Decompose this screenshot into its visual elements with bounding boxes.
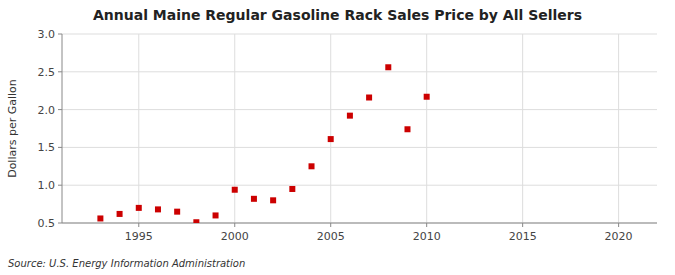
point (213, 212, 219, 218)
x-grid-line (234, 34, 235, 223)
x-tick (522, 223, 523, 227)
x-tick (138, 223, 139, 227)
y-tick (58, 34, 62, 35)
chart-svg: Annual Maine Regular Gasoline Rack Sales… (0, 0, 675, 275)
x-grid-line (138, 34, 139, 223)
x-tick-label: 2000 (221, 230, 249, 243)
axes: 0.5 1.0 1.5 2.0 2.5 3.0 1995 2000 2005 2010 2015 20… (38, 28, 658, 243)
y-tick (58, 223, 62, 224)
y-tick (58, 71, 62, 72)
point (404, 126, 410, 132)
point (174, 209, 180, 215)
y-tick-label: 1.5 (38, 141, 56, 154)
y-tick-label: 0.5 (38, 217, 56, 230)
y-tick-label: 2.0 (38, 104, 56, 117)
y-axis-label: Dollars per Gallon (6, 79, 19, 178)
grid (62, 34, 657, 223)
x-grid-line (618, 34, 619, 223)
y-tick (58, 185, 62, 186)
x-grid-line (330, 34, 331, 223)
y-axis-line (62, 34, 63, 223)
point (366, 95, 372, 101)
point (155, 206, 161, 212)
x-grid-line (522, 34, 523, 223)
y-grid-line (62, 223, 657, 224)
y-grid-line (62, 185, 657, 186)
x-tick-label: 2015 (509, 230, 537, 243)
x-tick-label: 2020 (605, 230, 633, 243)
point (385, 64, 391, 70)
y-tick (58, 147, 62, 148)
annotation: Source: U.S. Energy Information Administ… (8, 258, 245, 269)
y-tick-label: 3.0 (38, 28, 56, 41)
y-tick (58, 109, 62, 110)
y-grid-line (62, 109, 657, 110)
point (328, 136, 334, 142)
point (97, 215, 103, 221)
x-tick (234, 223, 235, 227)
x-axis-line (62, 223, 657, 224)
point (309, 163, 315, 169)
y-grid-line (62, 147, 657, 148)
x-tick-label: 2005 (317, 230, 345, 243)
y-tick-label: 1.0 (38, 179, 56, 192)
point (289, 186, 295, 192)
point (232, 187, 238, 193)
x-tick (426, 223, 427, 227)
y-grid-line (62, 71, 657, 72)
data-points (97, 64, 429, 223)
point (136, 205, 142, 211)
point (251, 196, 257, 202)
point (347, 113, 353, 119)
x-tick (618, 223, 619, 227)
x-tick-label: 1995 (125, 230, 153, 243)
x-tick (330, 223, 331, 227)
point (424, 94, 430, 100)
x-grid-line (426, 34, 427, 223)
x-tick-label: 2010 (413, 230, 441, 243)
y-tick-label: 2.5 (38, 66, 56, 79)
y-grid-line (62, 34, 657, 35)
point (193, 219, 199, 223)
title: Annual Maine Regular Gasoline Rack Sales… (93, 7, 582, 23)
point (117, 211, 123, 217)
point (270, 197, 276, 203)
chart-container: Annual Maine Regular Gasoline Rack Sales… (0, 0, 675, 275)
